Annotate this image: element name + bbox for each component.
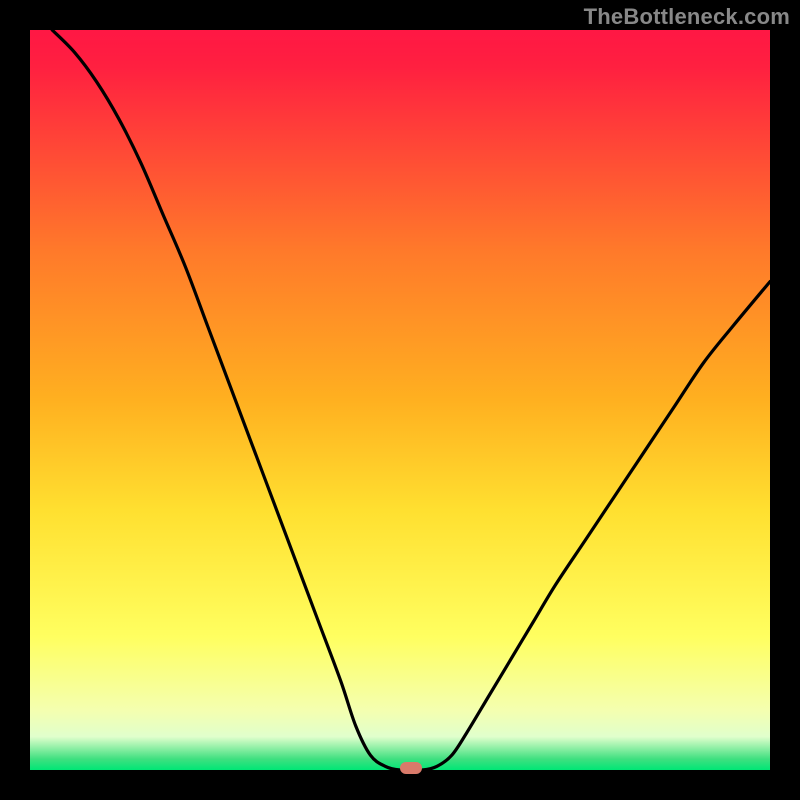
minimum-marker <box>400 762 422 774</box>
plot-area <box>30 30 770 770</box>
chart-svg <box>30 30 770 770</box>
watermark-text: TheBottleneck.com <box>584 4 790 30</box>
chart-frame: TheBottleneck.com <box>0 0 800 800</box>
